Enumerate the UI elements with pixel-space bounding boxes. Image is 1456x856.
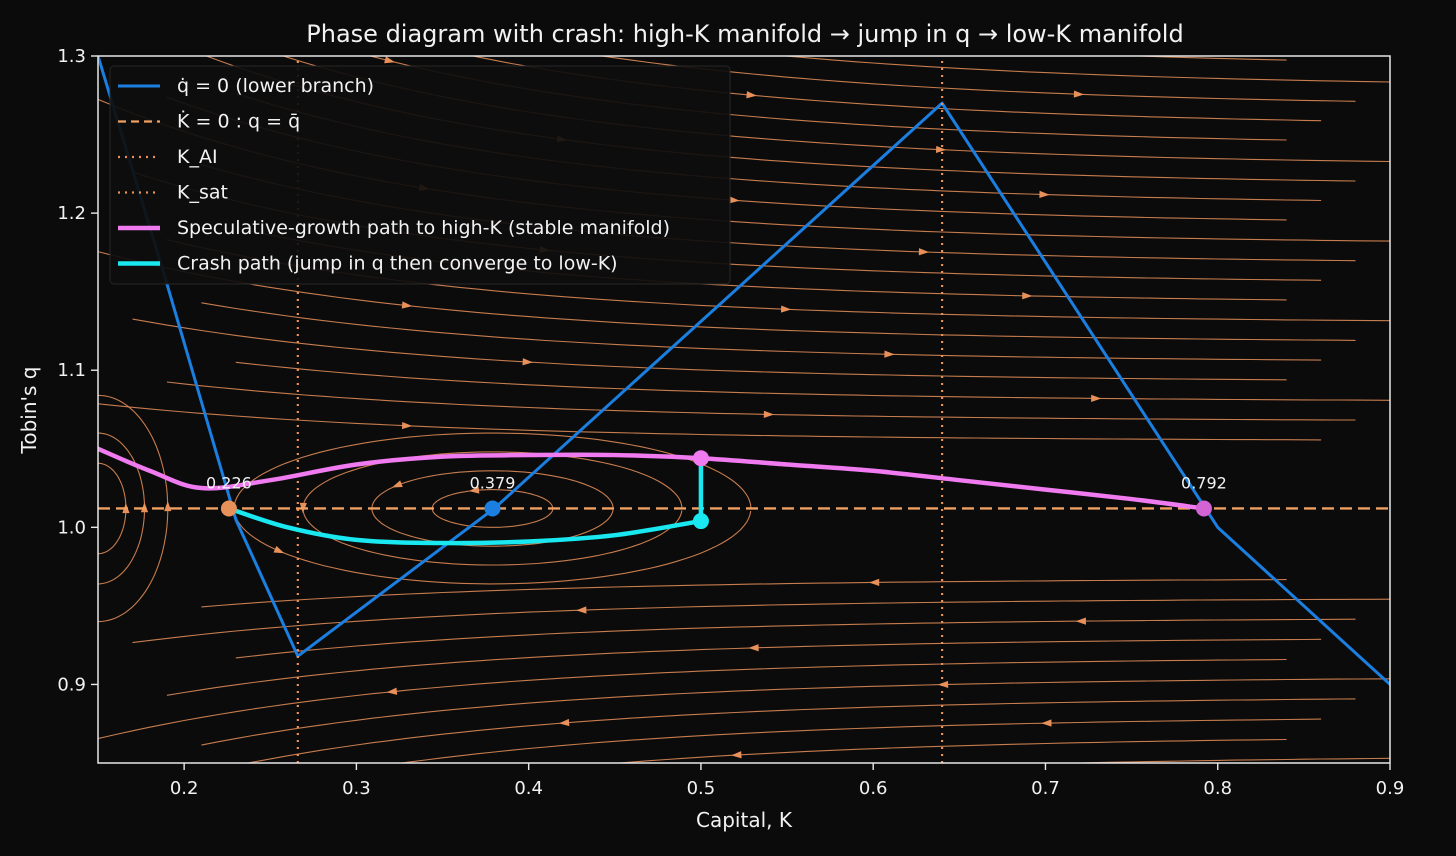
streamline xyxy=(245,698,1356,763)
y-tick-label: 0.9 xyxy=(57,674,86,695)
legend-label: q̇ = 0 (lower branch) xyxy=(177,75,374,97)
steady-state-label: 0.792 xyxy=(1181,473,1227,492)
legend-box xyxy=(109,65,731,285)
streamline xyxy=(166,381,1356,421)
streamline xyxy=(612,738,1287,763)
streamline xyxy=(98,403,1322,441)
x-axis-label: Capital, K xyxy=(696,808,793,832)
streamline xyxy=(398,718,1322,763)
stream-arrow xyxy=(140,502,149,513)
stream-arrow xyxy=(468,486,480,494)
legend-label: K̇ = 0 : q = q̄ xyxy=(177,110,300,132)
crash-point-marker xyxy=(692,450,709,467)
stream-arrow xyxy=(869,578,880,586)
streamline xyxy=(98,658,1287,740)
streamline xyxy=(201,678,1390,746)
stream-arrow xyxy=(1039,190,1050,199)
stream-arrow xyxy=(884,350,895,358)
series-qdot-zero xyxy=(98,56,1390,686)
y-tick-label: 1.0 xyxy=(57,517,86,538)
legend-label: Speculative-growth path to high-K (stabl… xyxy=(177,217,670,239)
streamline xyxy=(470,56,1322,122)
y-tick-label: 1.3 xyxy=(57,46,86,67)
legend-label: K_AI xyxy=(177,146,218,168)
stream-arrow xyxy=(1022,292,1033,300)
stream-arrow xyxy=(780,305,792,313)
chart-title: Phase diagram with crash: high-K manifol… xyxy=(306,20,1183,48)
stream-arrow xyxy=(273,545,285,554)
streamline xyxy=(598,56,1356,102)
x-tick-label: 0.2 xyxy=(170,778,199,799)
steady-state-marker xyxy=(1195,500,1212,517)
steady-state-marker xyxy=(484,500,501,517)
stream-arrow xyxy=(746,91,757,99)
stream-arrow xyxy=(1073,90,1085,98)
streamline xyxy=(235,618,1356,659)
legend: q̇ = 0 (lower branch) K̇ = 0 : q = q̄ K_AI… xyxy=(109,65,731,285)
steady-state-label: 0.226 xyxy=(206,473,252,492)
x-tick-label: 0.6 xyxy=(859,778,888,799)
y-tick-label: 1.1 xyxy=(57,360,86,381)
legend-label: Crash path (jump in q then converge to l… xyxy=(177,253,618,275)
y-axis-label: Tobin's q xyxy=(17,367,41,455)
stream-arrow xyxy=(401,421,413,430)
stream-arrow xyxy=(391,480,403,488)
stream-arrow xyxy=(384,56,395,64)
legend-label: K_sat xyxy=(177,182,228,204)
streamline xyxy=(1056,757,1390,763)
streamline xyxy=(235,361,1390,401)
steady-state-marker xyxy=(220,500,237,517)
x-tick-label: 0.4 xyxy=(514,778,543,799)
streamline xyxy=(201,579,1287,608)
stream-arrow xyxy=(763,410,775,418)
stream-arrow xyxy=(935,145,947,154)
streamline xyxy=(98,251,1356,341)
stream-arrow xyxy=(1091,394,1102,402)
stream-arrow xyxy=(522,358,533,366)
stream-arrow xyxy=(731,751,742,759)
crash-point-marker xyxy=(692,513,709,530)
stream-arrow xyxy=(164,500,172,512)
y-tick-label: 1.2 xyxy=(57,203,86,224)
x-tick-label: 0.3 xyxy=(342,778,371,799)
stream-arrow xyxy=(386,687,398,695)
stream-arrow xyxy=(558,718,570,727)
axes: 0.2 0.3 0.4 0.5 0.6 0.7 0.8 0.9 0.9 1.0 1.1 1.2 1.3 xyxy=(57,46,1404,799)
stream-arrow xyxy=(1075,617,1086,625)
streamline xyxy=(201,302,1322,361)
streamline xyxy=(166,638,1322,696)
x-tick-label: 0.8 xyxy=(1203,778,1232,799)
markers: 0.226 0.379 0.792 xyxy=(206,450,1227,530)
steady-state-label: 0.379 xyxy=(470,473,516,492)
trajectories xyxy=(98,446,1207,546)
x-tick-label: 0.9 xyxy=(1376,778,1405,799)
x-tick-label: 0.7 xyxy=(1031,778,1060,799)
stream-arrow xyxy=(748,644,759,652)
stream-arrow xyxy=(729,196,740,204)
stream-arrow xyxy=(401,301,413,309)
plot-frame xyxy=(97,55,1391,764)
streamline xyxy=(132,318,1287,381)
stream-arrow xyxy=(1041,719,1052,727)
series-crash-path xyxy=(226,455,704,546)
series-spec-path xyxy=(98,446,1207,511)
x-tick-label: 0.5 xyxy=(687,778,716,799)
streamline xyxy=(780,56,1390,83)
stream-arrow xyxy=(576,606,587,614)
stream-arrow xyxy=(918,248,930,256)
